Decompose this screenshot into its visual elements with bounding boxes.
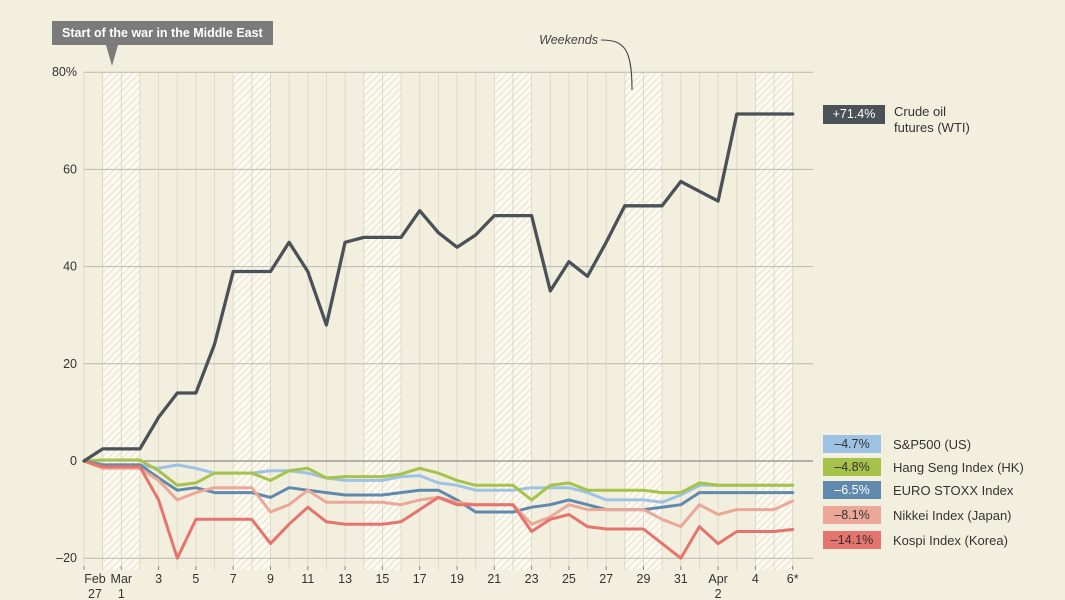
legend-nikkei-badge: –8.1% [823,506,881,524]
x-tick-label: 23 [525,572,539,586]
weekend-hatch-2 [233,72,252,570]
legend-sp500-badge: –4.7% [823,435,881,453]
x-tick-label: 27 [599,572,613,586]
weekend-hatch-11 [774,72,793,570]
x-tick-label: 3 [155,572,162,586]
x-tick-label: Apr [708,572,727,586]
x-tick-label: 13 [338,572,352,586]
x-tick-label: 29 [637,572,651,586]
series-line-1 [82,458,795,502]
weekend-hatch-6 [494,72,513,570]
y-tick-label: 60 [63,162,77,176]
x-tick-label: Mar [111,572,133,586]
y-tick-label: –20 [56,551,77,565]
legend-kospi-badge: –14.1% [823,531,881,549]
weekend-hatch-9 [643,72,663,570]
series-line-2 [82,459,795,514]
legend-hangseng-badge: –4.8% [823,458,881,476]
legend-sp500-label: S&P500 (US) [893,436,972,452]
x-tick-label: 6* [787,572,799,586]
weekends-annotation: Weekends [539,33,598,47]
x-tick-label-line2: 2 [715,587,722,600]
legend-kospi-label: Kospi Index (Korea) [893,532,1008,548]
x-tick-label-line2: 27 [88,587,102,600]
legend-nikkei: –8.1% Nikkei Index (Japan) [823,506,1012,524]
y-tick-label: 20 [63,357,77,371]
weekend-hatch-4 [363,72,383,570]
x-tick-label: 19 [450,572,464,586]
y-tick-label: 80% [52,65,77,79]
weekend-hatch-1 [121,72,140,570]
x-tick-label: Feb [84,572,106,586]
wti-series-label: Crude oil futures (WTI) [894,104,970,135]
weekends-leader-line [600,39,633,91]
legend-eurostoxx: –6.5% EURO STOXX Index [823,481,1013,499]
weekend-hatch-8 [624,72,644,570]
x-tick-label: 9 [267,572,274,586]
x-tick-label: 7 [230,572,237,586]
legend-sp500: –4.7% S&P500 (US) [823,435,971,453]
x-tick-label: 21 [487,572,501,586]
war-start-pointer [106,45,118,66]
x-tick-label: 4 [752,572,759,586]
legend-hangseng-label: Hang Seng Index (HK) [893,459,1024,475]
x-tick-label-line2: 1 [118,587,125,600]
legend-nikkei-label: Nikkei Index (Japan) [893,507,1012,523]
war-start-banner: Start of the war in the Middle East [52,21,273,45]
weekend-hatch-5 [382,72,402,570]
y-tick-label: 0 [70,454,77,468]
legend-eurostoxx-label: EURO STOXX Index [893,482,1014,498]
series-line-4 [82,459,795,560]
x-tick-label: 5 [192,572,199,586]
weekend-hatch-3 [251,72,271,570]
legend-eurostoxx-badge: –6.5% [823,481,881,499]
legend-kospi: –14.1% Kospi Index (Korea) [823,531,1008,549]
series-line-0 [82,459,795,504]
weekend-hatch-0 [102,72,122,570]
y-tick-label: 40 [63,260,77,274]
series-line-5 [82,112,795,463]
weekend-hatch-7 [512,72,532,570]
wti-change-badge: +71.4% [823,105,885,124]
x-tick-label: 15 [375,572,389,586]
legend-hangseng: –4.8% Hang Seng Index (HK) [823,458,1024,476]
x-tick-label: 11 [301,572,314,586]
x-tick-label: 31 [674,572,688,586]
x-tick-label: 25 [562,572,576,586]
x-tick-label: 17 [413,572,427,586]
weekend-hatch-10 [755,72,775,570]
